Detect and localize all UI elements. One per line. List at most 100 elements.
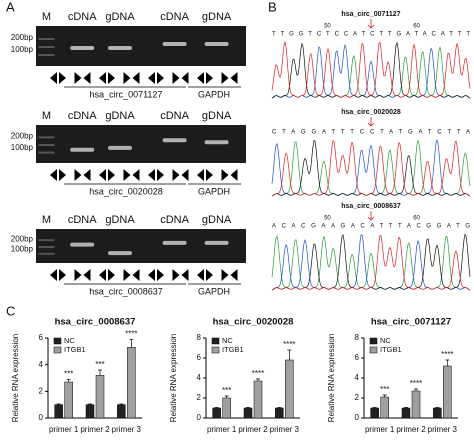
- bar: [222, 397, 231, 419]
- primer-icon: [99, 269, 115, 281]
- error-bar: [66, 378, 71, 382]
- ladder-band: [38, 136, 55, 139]
- primer-icon: [50, 169, 66, 181]
- gel-band: [162, 138, 187, 143]
- primer-icon: [172, 72, 189, 84]
- primer-icon: [123, 269, 140, 281]
- gel-band: [162, 240, 187, 245]
- error-bar: [98, 369, 102, 376]
- error-bar: [214, 407, 219, 408]
- x-tick-label: primer 3: [112, 425, 142, 434]
- primer-icon: [197, 72, 213, 84]
- arrow: [367, 211, 375, 221]
- lane-label: cDNA: [160, 214, 189, 226]
- chrom-tick: 60: [413, 216, 420, 222]
- control-label: GAPDH: [198, 286, 230, 296]
- legend-label: NC: [380, 336, 391, 345]
- bar: [285, 359, 294, 419]
- lane-label: gDNA: [105, 110, 135, 122]
- size-label: 200bp: [11, 234, 34, 243]
- significance: ***: [222, 386, 231, 395]
- x-tick-label: primer 3: [270, 425, 300, 434]
- y-tick-label: 0: [39, 413, 44, 422]
- y-tick-label: 2: [39, 386, 44, 395]
- gel-band: [70, 147, 95, 152]
- primer-icon: [99, 72, 115, 84]
- error-bar: [56, 403, 61, 405]
- y-tick-label: 4: [197, 373, 202, 382]
- y-tick-label: 4: [39, 360, 44, 369]
- y-tick-label: 0: [197, 413, 202, 422]
- trace: [271, 41, 471, 99]
- trace: [271, 40, 471, 98]
- bar: [85, 404, 95, 419]
- lane-label: cDNA: [160, 11, 189, 23]
- legend-swatch: [211, 337, 220, 345]
- ladder-band: [38, 38, 55, 40]
- significance: ****: [441, 350, 453, 359]
- lane-label: cDNA: [68, 214, 97, 226]
- size-label: 200bp: [11, 132, 34, 141]
- gel: [36, 229, 246, 263]
- x-tick-label: primer 2: [238, 425, 268, 434]
- panel-label: B: [268, 0, 277, 14]
- lane-label: cDNA: [68, 110, 97, 122]
- y-tick-label: 6: [355, 353, 360, 362]
- primer-icon: [148, 72, 164, 84]
- sequence: CTAGGATTTCCTATGATCTTA: [272, 130, 470, 136]
- target-label: hsa_circ_0020028: [89, 186, 163, 196]
- arrow: [367, 117, 375, 127]
- ladder-band: [38, 46, 55, 48]
- bar: [64, 381, 73, 419]
- bar: [275, 407, 284, 419]
- chart-title: hsa_circ_0020028: [213, 317, 294, 328]
- significance: ****: [252, 369, 264, 378]
- primer-icon: [172, 169, 189, 181]
- y-axis-label: Relative RNA expression: [169, 334, 178, 422]
- size-label: 100bp: [11, 143, 34, 152]
- error-bar: [287, 349, 292, 360]
- primer-icon: [123, 169, 140, 181]
- primer-icon: [74, 169, 91, 181]
- bar: [54, 404, 63, 419]
- chart-title: hsa_circ_0071127: [371, 317, 451, 328]
- lane-label: gDNA: [105, 214, 135, 226]
- trace: [271, 234, 471, 291]
- gel-band: [204, 42, 229, 46]
- x-tick-label: primer 1: [49, 425, 79, 434]
- lane-label: cDNA: [68, 11, 97, 23]
- primer-icon: [50, 72, 66, 84]
- error-bar: [372, 407, 377, 408]
- bar: [117, 404, 126, 419]
- lane-label: M: [42, 214, 51, 226]
- y-tick-label: 4: [355, 373, 360, 382]
- bar: [95, 375, 105, 419]
- gel-band: [162, 42, 187, 46]
- y-tick-label: 6: [39, 333, 44, 342]
- error-bar: [414, 388, 418, 391]
- x-tick-label: primer 2: [396, 425, 426, 434]
- arrow: [367, 19, 375, 29]
- y-tick-label: 0: [355, 413, 360, 422]
- bar: [433, 407, 442, 419]
- primer-icon: [197, 169, 213, 181]
- gel-band: [70, 242, 95, 247]
- sequence: ACACGAAGACATTTACGGATG: [272, 224, 470, 230]
- y-tick-label: 8: [355, 333, 360, 342]
- legend-label: ITGB1: [222, 345, 244, 354]
- bar: [411, 390, 421, 419]
- ladder-band: [38, 246, 55, 248]
- bar: [401, 407, 411, 419]
- legend-swatch: [53, 337, 62, 345]
- ladder-band: [38, 151, 55, 154]
- error-bar: [224, 395, 229, 398]
- gel-band: [204, 140, 229, 145]
- lane-label: M: [42, 11, 51, 23]
- significance: ***: [380, 385, 389, 394]
- x-tick-label: primer 1: [365, 425, 395, 434]
- chrom-tick: 50: [324, 24, 331, 30]
- primer-icon: [221, 169, 238, 181]
- significance: ***: [64, 369, 73, 378]
- primer-icon: [74, 72, 91, 84]
- chart-title: hsa_circ_0008637: [55, 317, 136, 328]
